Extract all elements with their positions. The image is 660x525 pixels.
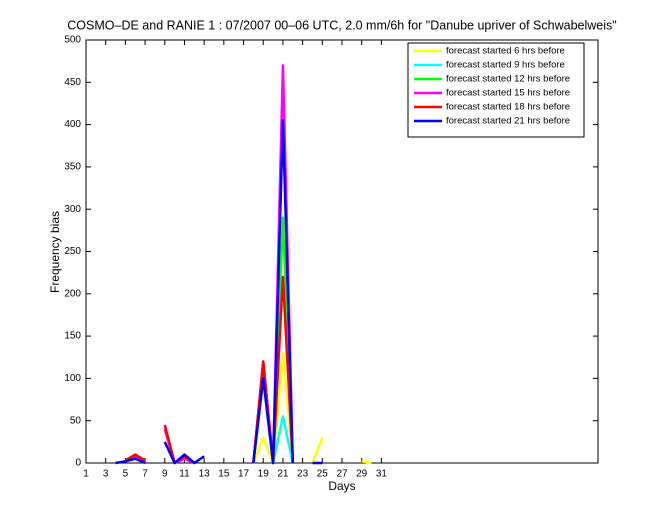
- x-tick-label: 25: [317, 469, 329, 480]
- y-tick-label: 250: [64, 246, 81, 257]
- y-tick-label: 50: [70, 415, 82, 426]
- y-tick-label: 300: [64, 204, 81, 215]
- x-tick-label: 31: [376, 469, 388, 480]
- legend-label: forecast started 6 hrs before: [446, 46, 565, 57]
- y-tick-label: 150: [64, 331, 81, 342]
- x-tick-label: 21: [277, 469, 289, 480]
- x-tick-label: 7: [142, 469, 148, 480]
- legend-label: forecast started 12 hrs before: [446, 74, 570, 85]
- x-tick-label: 15: [218, 469, 230, 480]
- y-tick-label: 100: [64, 373, 81, 384]
- x-tick-label: 9: [162, 469, 168, 480]
- y-tick-label: 400: [64, 119, 81, 130]
- y-tick-label: 200: [64, 288, 81, 299]
- legend-label: forecast started 18 hrs before: [446, 102, 570, 113]
- y-axis-label: Frequency bias: [48, 211, 62, 293]
- x-axis-label: Days: [328, 479, 355, 493]
- x-tick-label: 11: [179, 469, 190, 480]
- legend-label: forecast started 9 hrs before: [446, 60, 565, 71]
- x-tick-label: 29: [356, 469, 368, 480]
- x-tick-label: 19: [258, 469, 270, 480]
- y-tick-label: 500: [64, 35, 81, 46]
- x-tick-label: 3: [103, 469, 109, 480]
- y-tick-label: 350: [64, 162, 81, 173]
- y-tick-label: 0: [75, 458, 81, 469]
- x-tick-label: 23: [297, 469, 309, 480]
- legend-label: forecast started 21 hrs before: [446, 116, 570, 127]
- x-tick-label: 27: [336, 469, 348, 480]
- series-line: [115, 119, 323, 465]
- x-tick-label: 1: [83, 469, 89, 480]
- x-tick-label: 13: [199, 469, 211, 480]
- legend-label: forecast started 15 hrs before: [446, 88, 570, 99]
- y-tick-label: 450: [64, 77, 81, 88]
- x-tick-label: 17: [238, 469, 250, 480]
- x-tick-label: 5: [123, 469, 129, 480]
- chart-title: COSMO–DE and RANIE 1 : 07/2007 00–06 UTC…: [67, 18, 616, 32]
